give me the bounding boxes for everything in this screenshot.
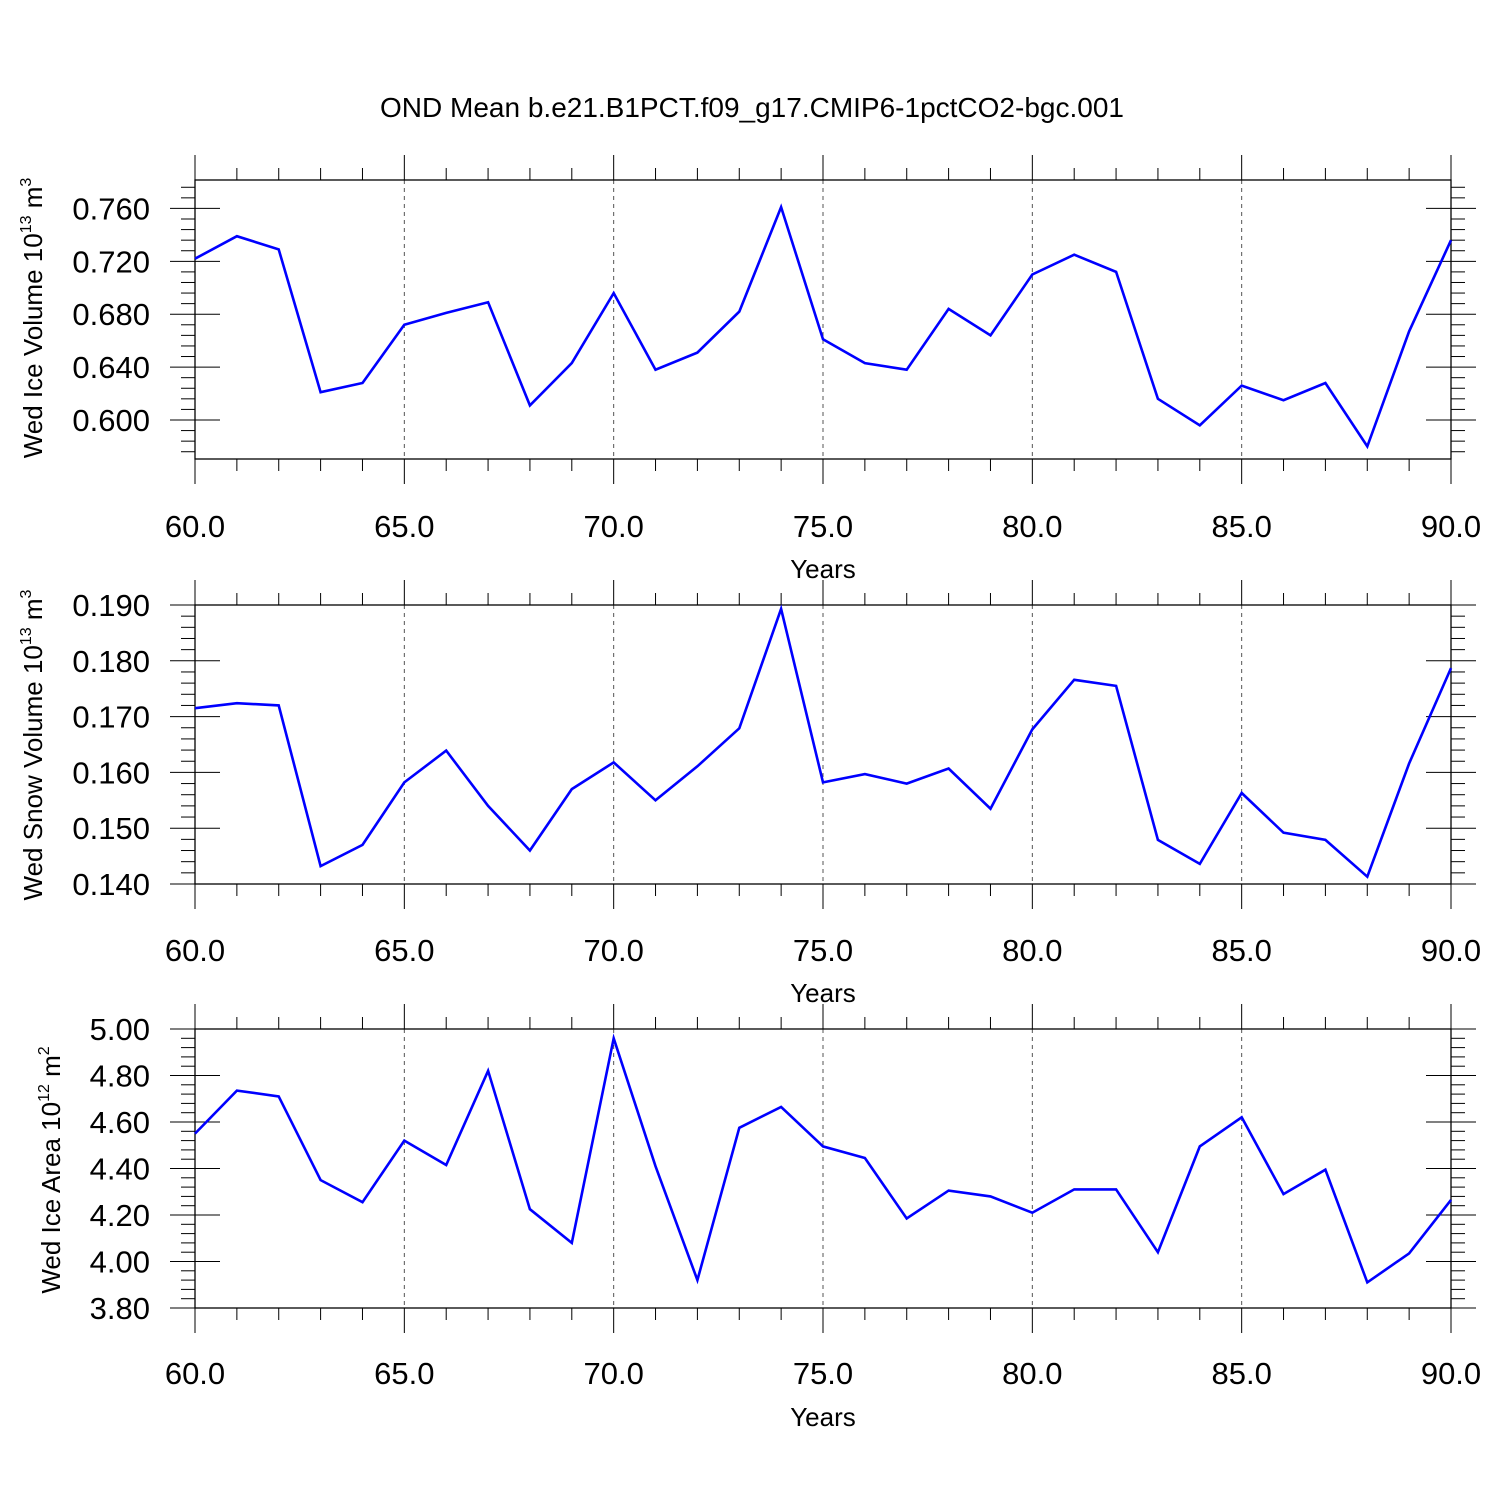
x-tick-label: 60.0: [165, 509, 225, 544]
y-tick-label: 4.60: [90, 1105, 150, 1140]
y-tick-label: 0.640: [72, 350, 150, 385]
x-tick-label: 80.0: [1002, 933, 1062, 968]
y-axis-title-superscript: 13: [18, 215, 35, 233]
x-tick-label: 60.0: [165, 1356, 225, 1391]
y-tick-label: 0.180: [72, 644, 150, 679]
y-tick-label: 4.20: [90, 1198, 150, 1233]
x-tick-label: 80.0: [1002, 1356, 1062, 1391]
y-tick-label: 4.40: [90, 1152, 150, 1187]
y-axis-title: Wed Ice Area 1012 m2: [36, 1046, 66, 1293]
x-axis-title: Years: [790, 1402, 856, 1432]
x-tick-label: 70.0: [583, 509, 643, 544]
y-tick-label: 0.160: [72, 755, 150, 790]
y-axis-title: Wed Snow Volume 1013 m3: [18, 589, 48, 900]
panel-1: 0.600 0.640 0.680 0.720 0.760 60.0 65.0 70.0 75.…: [18, 155, 1481, 584]
x-tick-label: 60.0: [165, 933, 225, 968]
x-axis-title: Years: [790, 554, 856, 584]
y-axis-title-part: Wed Ice Area 10: [36, 1102, 66, 1294]
x-tick-label: 75.0: [793, 1356, 853, 1391]
x-tick-label: 85.0: [1211, 1356, 1271, 1391]
x-tick-label: 65.0: [374, 933, 434, 968]
figure-title: OND Mean b.e21.B1PCT.f09_g17.CMIP6-1pctC…: [380, 92, 1124, 123]
x-tick-label: 90.0: [1421, 509, 1481, 544]
panel-3: 3.80 4.00 4.20 4.40 4.60 4.80 5.00 60.0 65.0 70.0…: [36, 1004, 1481, 1432]
x-tick-label: 65.0: [374, 509, 434, 544]
y-tick-label: 0.680: [72, 297, 150, 332]
y-tick-label: 0.190: [72, 588, 150, 623]
y-axis-title-superscript: 13: [18, 627, 35, 645]
y-axis-title-superscript: 3: [18, 178, 35, 187]
y-tick-label: 0.150: [72, 811, 150, 846]
y-axis-title-part: m: [18, 187, 48, 216]
x-tick-label: 85.0: [1211, 509, 1271, 544]
x-tick-label: 90.0: [1421, 1356, 1481, 1391]
y-tick-label: 0.760: [72, 191, 150, 226]
y-tick-label: 0.600: [72, 403, 150, 438]
x-axis-title: Years: [790, 978, 856, 1008]
x-tick-label: 75.0: [793, 933, 853, 968]
y-axis-title: Wed Ice Volume 1013 m3: [18, 178, 48, 459]
y-axis-title-part: m: [36, 1055, 66, 1084]
y-axis-title-superscript: 12: [36, 1084, 53, 1102]
x-tick-label: 75.0: [793, 509, 853, 544]
y-tick-label: 0.140: [72, 867, 150, 902]
y-axis-title-part: m: [18, 598, 48, 627]
y-tick-label: 0.170: [72, 700, 150, 735]
x-tick-label: 65.0: [374, 1356, 434, 1391]
x-tick-label: 80.0: [1002, 509, 1062, 544]
y-axis-title-superscript: 2: [36, 1046, 53, 1055]
x-tick-label: 70.0: [583, 933, 643, 968]
x-tick-label: 70.0: [583, 1356, 643, 1391]
panels: 0.600 0.640 0.680 0.720 0.760 60.0 65.0 70.0 75.…: [18, 155, 1481, 1432]
y-axis-title-part: Wed Snow Volume 10: [18, 645, 48, 900]
y-tick-label: 4.00: [90, 1245, 150, 1280]
y-tick-label: 4.80: [90, 1059, 150, 1094]
y-axis-title-superscript: 3: [18, 589, 35, 598]
panel-2: 0.140 0.150 0.160 0.170 0.180 0.190 60.0 65.0 70…: [18, 580, 1481, 1008]
y-axis-title-part: Wed Ice Volume 10: [18, 233, 48, 458]
x-tick-label: 90.0: [1421, 933, 1481, 968]
y-tick-label: 5.00: [90, 1012, 150, 1047]
y-tick-label: 3.80: [90, 1291, 150, 1326]
y-tick-label: 0.720: [72, 244, 150, 279]
x-tick-label: 85.0: [1211, 933, 1271, 968]
